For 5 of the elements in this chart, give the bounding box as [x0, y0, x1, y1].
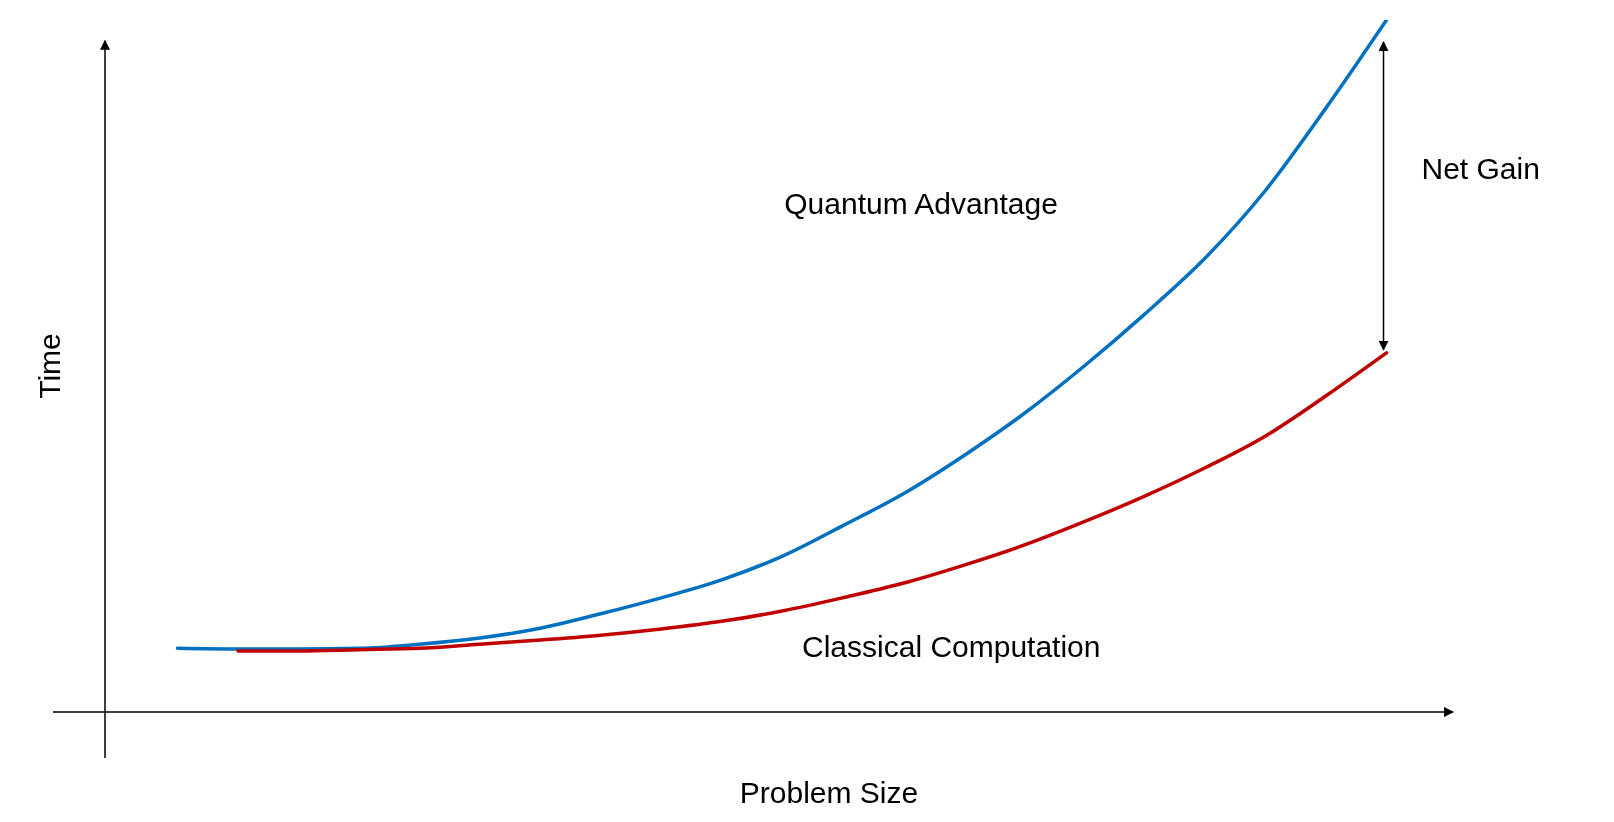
y-axis-title: Time — [33, 333, 66, 399]
annotation: Classical Computation — [802, 629, 1101, 663]
text: Net Gain — [1421, 152, 1540, 186]
x-axis-title: Problem Size — [739, 776, 919, 809]
annotation: Quantum Advantage — [784, 186, 1058, 220]
